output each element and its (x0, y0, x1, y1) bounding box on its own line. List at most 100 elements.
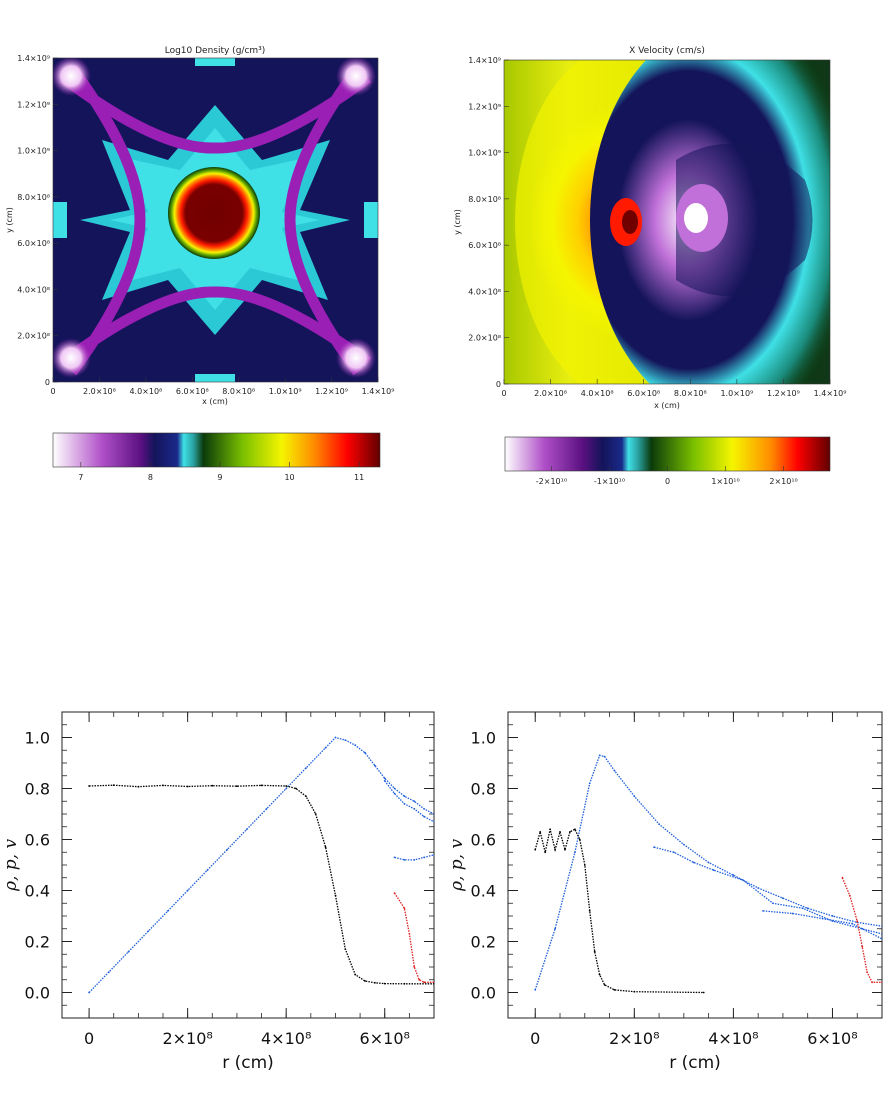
data-point (383, 777, 386, 780)
data-point (423, 815, 425, 818)
data-point (383, 982, 386, 985)
x-tick-label: 8.0×10⁸ (222, 387, 255, 396)
data-point (393, 892, 396, 894)
data-point (534, 848, 537, 851)
data-point (403, 907, 406, 910)
data-point (598, 754, 601, 757)
data-point (588, 910, 591, 912)
data-point (403, 982, 406, 985)
x-tick-label: 2.0×10⁸ (83, 387, 116, 396)
y-tick-label: 1.0×10⁹ (468, 149, 501, 158)
data-point (702, 991, 705, 994)
data-point (801, 907, 804, 910)
plot-frame (61, 711, 435, 1019)
data-point (413, 808, 416, 810)
data-point (544, 851, 547, 854)
data-point (147, 930, 150, 933)
data-point (433, 981, 434, 984)
data-point (295, 787, 297, 790)
y-axis-label: ρ, p, v (1, 839, 21, 892)
data-point (831, 915, 834, 917)
colorbar-tick-label: 11 (354, 473, 364, 482)
data-point (593, 950, 596, 953)
data-point (613, 989, 616, 991)
data-point (354, 973, 357, 976)
data-point (305, 767, 307, 769)
y-tick-label: 1.2×10⁹ (17, 100, 50, 109)
data-point (206, 869, 209, 871)
y-tick-label: 1.0×10⁹ (17, 147, 50, 156)
plot-series-group (534, 754, 882, 994)
data-point (245, 828, 248, 831)
data-point (603, 984, 606, 986)
data-point (408, 933, 411, 935)
y-tick-label: 0.2 (471, 933, 496, 952)
velocity-map-panel: X Velocity (cm/s) 0 2.0×10⁸ 4.0×10⁸ 6.0×10⁸… (440, 0, 884, 500)
x-tick-label: 6.0×10⁸ (627, 389, 660, 398)
profile-plot-left-panel: 0.0 0.2 0.4 0.6 0.8 1.0 0 2×10⁸ 4×10⁸ 6×10⁸ r (cm)… (0, 690, 442, 1094)
data-point (871, 981, 873, 984)
x-tick-label: 1.2×10⁹ (767, 389, 800, 398)
data-point (881, 981, 882, 984)
data-point (112, 784, 115, 787)
data-point (393, 792, 396, 795)
data-point (673, 851, 675, 854)
x-tick-label: 4×10⁸ (708, 1029, 758, 1048)
data-point (806, 907, 809, 910)
data-point (393, 856, 396, 859)
data-point (423, 856, 425, 859)
series-line (89, 784, 434, 985)
x-tick-label: 1.4×10⁹ (814, 389, 847, 398)
data-point (374, 764, 376, 767)
y-tick-label: 4.0×10⁸ (17, 285, 50, 294)
y-tick-label: 6.0×10⁸ (17, 239, 50, 248)
data-point (423, 808, 425, 810)
data-point (423, 981, 425, 984)
data-point (554, 848, 556, 851)
data-point (848, 894, 851, 897)
data-point (344, 948, 347, 950)
colorbar-tick-label: 10 (284, 473, 294, 482)
data-point (881, 933, 882, 935)
profile-plot-right: 0.0 0.2 0.4 0.6 0.8 1.0 0 2×10⁸ 4×10⁸ 6×10⁸ r (cm)… (447, 711, 883, 1073)
y-tick-label: 0.6 (471, 831, 496, 850)
data-point (603, 755, 606, 758)
y-tick-label: 1.4×10⁹ (468, 56, 501, 65)
y-tick-label: 0.4 (471, 882, 496, 901)
data-point (539, 831, 542, 833)
y-tick-label: 0.4 (25, 882, 50, 901)
data-point (658, 823, 660, 826)
data-point (762, 910, 764, 912)
y-tick-label: 1.2×10⁹ (468, 102, 501, 111)
data-point (683, 843, 685, 846)
data-point (364, 751, 366, 754)
data-point (433, 813, 434, 815)
x-tick-label: 1.4×10⁹ (362, 387, 395, 396)
y-tick-label: 2.0×10⁸ (468, 334, 501, 343)
y-tick-label: 1.0 (471, 729, 496, 748)
velocity-colorbar-ticks: -2×10¹⁰ -1×10¹⁰ 0 1×10¹⁰ 2×10¹⁰ (536, 466, 798, 486)
y-axis-label: ρ, p, v (447, 839, 467, 892)
y-tick-label: 4.0×10⁸ (468, 287, 501, 296)
y-tick-label: 8.0×10⁸ (468, 195, 501, 204)
x-axis-label: r (cm) (669, 1053, 721, 1073)
velocity-map-field (504, 60, 830, 384)
data-point (186, 889, 189, 892)
data-point (383, 780, 386, 782)
data-point (226, 848, 229, 851)
series-line (384, 780, 434, 823)
x-tick-label: 6.0×10⁸ (176, 387, 209, 396)
data-point (851, 922, 854, 925)
series-line (534, 754, 882, 991)
data-point (653, 846, 655, 849)
x-tick-label: 0 (530, 1029, 540, 1048)
data-point (881, 925, 882, 928)
profile-plot-left: 0.0 0.2 0.4 0.6 0.8 1.0 0 2×10⁸ 4×10⁸ 6×10⁸ r (cm)… (1, 711, 435, 1073)
y-tick-label: 8.0×10⁸ (17, 193, 50, 202)
data-point (260, 784, 263, 787)
data-point (88, 991, 90, 994)
x-tick-label: 6×10⁸ (807, 1029, 857, 1048)
y-tick-label: 0.8 (471, 780, 496, 799)
data-point (137, 785, 140, 788)
data-point (574, 828, 576, 831)
